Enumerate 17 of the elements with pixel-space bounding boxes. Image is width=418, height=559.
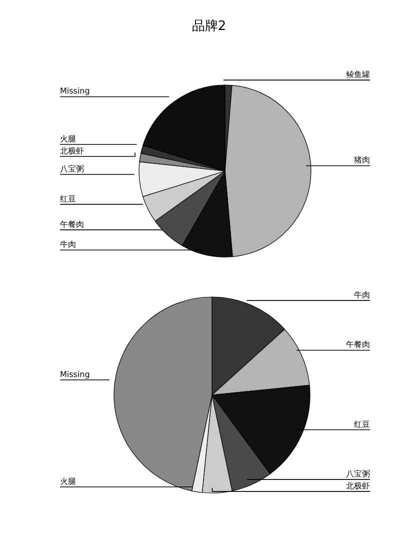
slice-label: 鲮鱼罐: [346, 70, 370, 80]
slice-label: 午餐肉: [60, 220, 84, 229]
slice-label: 午餐肉: [346, 340, 370, 350]
chart-title: 品牌2: [192, 19, 226, 34]
slice-label: 北极虾: [346, 481, 370, 490]
slice-label: 红豆: [354, 420, 370, 429]
slice-label: 红豆: [60, 194, 76, 204]
slice-label: 牛肉: [354, 290, 370, 300]
slice-label: Missing: [60, 370, 90, 379]
slice-label: 八宝粥: [346, 469, 370, 478]
slice-label: Missing: [60, 86, 90, 96]
slice-label: 牛肉: [60, 240, 76, 249]
slice-label: 火腿: [60, 476, 76, 486]
slice-label: 八宝粥: [60, 164, 84, 174]
slice-label: 猪肉: [354, 156, 370, 165]
slice-label: 火腿: [60, 134, 76, 144]
slice-label: 北极虾: [60, 146, 84, 156]
